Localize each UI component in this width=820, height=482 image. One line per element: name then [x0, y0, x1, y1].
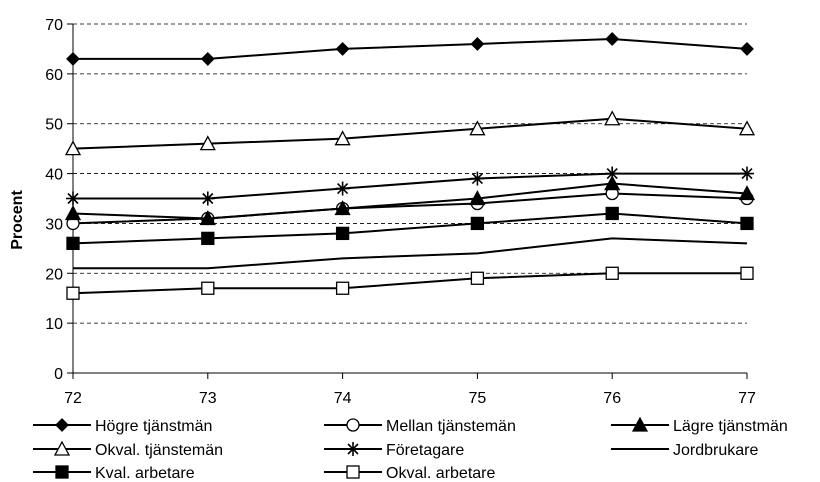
data-point [64, 140, 82, 156]
data-point [470, 271, 485, 285]
axes [67, 23, 748, 379]
x-tick-label: 73 [199, 390, 217, 407]
series-line [73, 172, 747, 200]
data-point [605, 266, 619, 280]
data-point [346, 418, 360, 432]
data-point [53, 440, 71, 456]
series [66, 32, 754, 66]
data-point [335, 281, 350, 295]
data-point [335, 181, 350, 196]
data-point [66, 236, 80, 251]
gridlines [73, 23, 747, 324]
legend-item: Okval. arbetare [324, 465, 495, 482]
series [64, 110, 756, 156]
series [66, 266, 754, 300]
legend-item: Jordbrukare [611, 442, 758, 459]
series [66, 206, 754, 251]
data-point [605, 166, 620, 181]
data-point [66, 286, 80, 300]
data-point [469, 120, 486, 136]
data-point [335, 226, 350, 241]
series [66, 166, 754, 206]
series-line [72, 182, 748, 220]
legend-label: Jordbrukare [673, 442, 758, 459]
data-point [200, 191, 215, 206]
legend-label: Högre tjänstmän [95, 418, 212, 435]
x-tick-label: 76 [603, 390, 621, 407]
y-tick-label: 10 [45, 316, 63, 333]
data-point [740, 166, 754, 181]
y-tick-label: 0 [54, 366, 63, 383]
data-point [470, 171, 485, 186]
legend: Högre tjänstmän Mellan tjänstemän Lägre tj… [33, 416, 788, 482]
data-point [605, 32, 620, 46]
legend-item: Kval. arbetare [33, 465, 195, 482]
data-point [740, 266, 754, 280]
data-point [334, 200, 351, 216]
x-tick-label: 72 [64, 390, 82, 407]
legend-item: Högre tjänstmän [33, 418, 212, 435]
data-point [738, 185, 756, 201]
data-point [199, 135, 216, 151]
data-point [738, 120, 756, 136]
legend-label: Okval. tjänstemän [95, 442, 223, 459]
legend-label: Lägre tjänstmän [673, 418, 788, 435]
legend-label: Kval. arbetare [95, 465, 195, 482]
data-point [740, 216, 754, 231]
data-point [64, 205, 82, 221]
data-point [470, 216, 485, 231]
data-point [631, 416, 649, 432]
data-point [604, 175, 621, 191]
x-tick-label: 77 [738, 390, 756, 407]
data-point [346, 465, 360, 479]
x-tick-label: 74 [334, 390, 352, 407]
series-line [73, 37, 748, 60]
data-point [470, 37, 485, 51]
y-axis-label: Procent [9, 190, 26, 250]
legend-label: Okval. arbetare [386, 465, 495, 482]
series-line [73, 237, 748, 270]
legend-item: Företagare [324, 442, 464, 459]
data-point [604, 110, 621, 126]
series-lines [64, 32, 756, 300]
y-tick-label: 40 [45, 167, 63, 184]
data-point [66, 191, 80, 206]
y-tick-label: 70 [45, 17, 63, 34]
data-point [55, 465, 69, 479]
y-tick-label: 20 [45, 266, 63, 283]
series [64, 175, 756, 226]
y-tick-label: 30 [45, 216, 63, 233]
data-point [335, 42, 350, 56]
data-point [346, 442, 360, 456]
data-point [605, 206, 619, 221]
data-point [200, 51, 215, 66]
legend-item: Mellan tjänstemän [324, 418, 516, 435]
series-line [72, 272, 747, 295]
data-point [740, 42, 754, 56]
y-tick-labels: 0 10 20 30 40 50 60 70 [45, 17, 63, 383]
y-tick-label: 60 [45, 67, 63, 84]
legend-label: Företagare [386, 442, 464, 459]
data-point [201, 281, 215, 295]
data-point [334, 130, 351, 146]
legend-label: Mellan tjänstemän [386, 418, 516, 435]
series [73, 237, 748, 270]
series-line [72, 192, 748, 225]
y-tick-label: 50 [45, 117, 63, 134]
data-point [199, 210, 216, 226]
data-point [66, 51, 80, 66]
series-line [72, 117, 748, 150]
series-line [72, 212, 748, 245]
data-point [201, 231, 215, 246]
x-tick-labels: 72 73 74 75 76 77 [64, 390, 756, 407]
x-tick-label: 75 [469, 390, 487, 407]
legend-item: Okval. tjänstemän [33, 440, 223, 459]
data-point [469, 190, 486, 206]
legend-item: Lägre tjänstmän [611, 416, 788, 435]
data-point [55, 418, 69, 432]
